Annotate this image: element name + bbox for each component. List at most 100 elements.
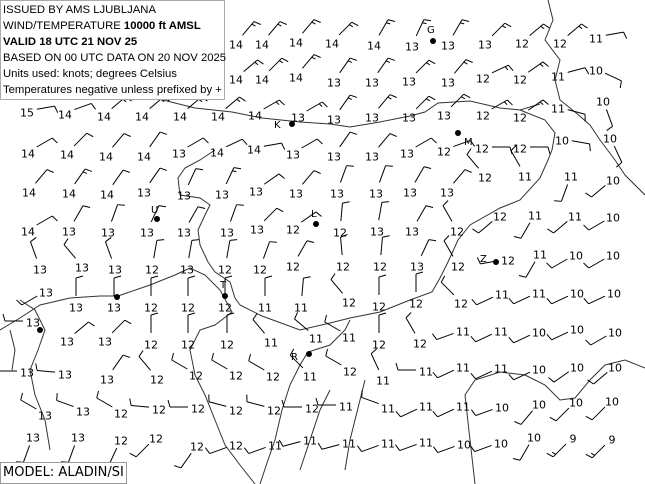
city-marker: R [291, 351, 312, 363]
wind-barb-icon [281, 399, 302, 408]
station: 14 [173, 96, 208, 124]
station: 12 [437, 139, 475, 159]
temperature-label: 14 [255, 74, 269, 87]
wind-barb-icon [339, 165, 354, 183]
station: 14 [62, 168, 93, 201]
station: 13 [16, 432, 40, 463]
station: 14 [255, 21, 287, 52]
station: 13 [403, 166, 432, 200]
wind-barb-icon [378, 312, 387, 333]
temperature-label: 12 [149, 433, 163, 446]
wind-barb-icon [395, 443, 417, 452]
temperature-label: 10 [532, 327, 546, 340]
wind-barb-icon [248, 353, 265, 371]
station: 13 [440, 169, 472, 200]
temperature-label: 13 [327, 77, 341, 90]
wind-barb-icon [416, 205, 434, 222]
wind-barb-icon [585, 406, 606, 421]
wind-barb-icon [395, 362, 416, 371]
station: 13 [20, 392, 52, 423]
station: 12 [286, 240, 315, 274]
wind-barb-icon [75, 275, 84, 296]
station: 13 [405, 205, 434, 239]
station: 12 [475, 143, 513, 156]
stations-layer: 14 14 14 14 14 13 13 13 12 12 11 14 14 14 13 13 13 13 12 12… [0, 19, 628, 469]
station: 12 [476, 99, 513, 123]
station: 13 [177, 206, 206, 240]
wind-barb-icon [173, 452, 192, 469]
station: 13 [402, 95, 436, 125]
temperature-label: 12 [229, 405, 243, 418]
station: 13 [365, 57, 396, 90]
station: 12 [281, 399, 319, 416]
station: 12 [218, 239, 238, 277]
temperature-label: 12 [513, 74, 527, 87]
wind-barb-icon [317, 442, 340, 450]
station: 12 [220, 312, 235, 352]
wind-barb-icon [546, 258, 568, 269]
wind-barb-icon [338, 21, 359, 36]
station: 12 [372, 274, 387, 314]
station: 12 [101, 435, 128, 465]
temperature-label: 14 [325, 38, 339, 51]
station: 14 [137, 131, 168, 164]
station: 10 [433, 439, 471, 454]
city-label: M [464, 137, 473, 148]
station: 13 [100, 354, 131, 387]
station: 11 [395, 401, 433, 418]
wind-barb-icon [530, 146, 551, 155]
temperature-label: 12 [493, 211, 507, 224]
city-marker: G [427, 25, 436, 44]
city-marker: U [151, 205, 160, 222]
wind-barb-icon [301, 138, 323, 149]
river-drava-sava [464, 359, 645, 484]
station: 10 [549, 397, 583, 422]
wind-barb-icon [432, 369, 455, 379]
temperature-label: 11 [309, 333, 323, 346]
station: 11 [370, 348, 390, 388]
station: 10 [583, 250, 620, 269]
station: 14 [325, 21, 359, 51]
station: 11 [317, 438, 356, 451]
temperature-label: 13 [365, 151, 379, 164]
station: 13 [16, 287, 53, 306]
wind-barb-icon [415, 137, 437, 148]
wind-barb-icon [188, 206, 206, 223]
station: 14 [229, 21, 261, 52]
temperature-label: 13 [71, 432, 85, 445]
temperature-label: 13 [75, 262, 89, 275]
station: 11 [551, 67, 590, 84]
wind-barb-icon [378, 274, 387, 295]
station: 10 [596, 96, 614, 131]
station: 13 [370, 201, 390, 239]
wind-barb-icon [518, 261, 536, 278]
wind-barb-icon [252, 313, 265, 334]
station: 13 [286, 138, 323, 162]
temperature-label: 13 [327, 114, 341, 127]
temperature-label: 13 [76, 406, 90, 419]
wind-barb-icon [153, 239, 165, 259]
temperature-label: 12 [114, 435, 128, 448]
wind-barb-icon [111, 319, 132, 334]
temperature-label: 12 [476, 73, 490, 86]
station: 12 [253, 241, 277, 277]
temperature-label: 14 [211, 111, 225, 124]
wind-barb-icon [243, 59, 264, 72]
temperature-label: 10 [532, 399, 546, 412]
station: 13 [35, 363, 72, 382]
temperature-label: 13 [403, 187, 417, 200]
temperature-label: 10 [569, 250, 583, 263]
station: 13 [60, 321, 95, 349]
temperature-label: 13 [100, 374, 114, 387]
station: 13 [0, 367, 34, 380]
station: 12 [472, 211, 507, 234]
station: 13 [220, 204, 244, 240]
wind-barb-icon [302, 54, 321, 69]
station: 11 [252, 313, 278, 350]
wind-barb-icon [0, 370, 17, 372]
wind-barb-icon [548, 371, 570, 383]
temperature-label: 13 [215, 189, 229, 202]
temperature-label: 13 [437, 110, 451, 123]
temperature-label: 13 [177, 190, 191, 203]
station: 13 [327, 131, 358, 164]
